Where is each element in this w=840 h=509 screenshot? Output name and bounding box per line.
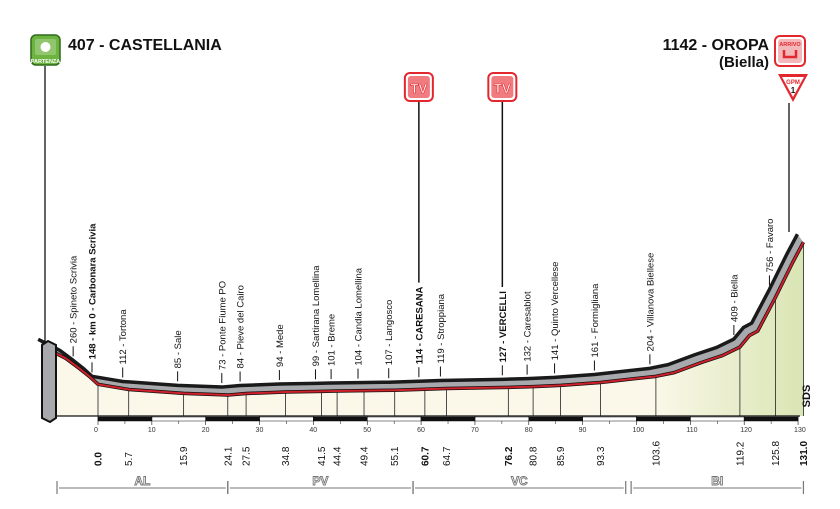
km-value-label: 64.7 xyxy=(442,446,453,466)
start-wall xyxy=(41,339,57,424)
x-tick-label: 130 xyxy=(794,427,806,434)
place-label: 99 - Sartirana Lomellina xyxy=(311,265,322,367)
km-value-label: 93.3 xyxy=(596,446,607,466)
finish-title: 1142 - OROPA xyxy=(663,37,770,54)
sds-logo: SDS xyxy=(801,385,813,408)
gpm-badge: GPM 1 xyxy=(778,74,808,102)
region-label: BI xyxy=(711,474,723,488)
place-label: 85 - Sale xyxy=(173,330,184,368)
km-scale-segment xyxy=(259,416,314,422)
km-scale-segment xyxy=(743,416,799,422)
profile-area-fill xyxy=(44,242,804,416)
x-tick-label: 90 xyxy=(579,427,587,434)
region-label: AL xyxy=(134,474,150,488)
km-value-label: 44.4 xyxy=(333,446,344,466)
gpm-label: GPM xyxy=(786,80,800,86)
km-value-label: 27.5 xyxy=(242,446,253,466)
cyclist-icon xyxy=(40,42,51,52)
place-label: 84 - Pieve del Cairo xyxy=(236,285,247,368)
km-value-label: 125.8 xyxy=(771,441,782,466)
place-label: 119 - Stroppiana xyxy=(436,293,447,363)
tv-icon-inner xyxy=(491,76,514,98)
km-scale-segment xyxy=(313,416,368,422)
km-scale-segment xyxy=(367,416,422,422)
region-label: PV xyxy=(312,474,328,488)
place-label: 127 - VERCELLI xyxy=(498,291,509,362)
finish-arch-icon xyxy=(782,50,798,59)
km-value-label: 76.2 xyxy=(504,446,515,466)
km-scale-segment xyxy=(97,416,153,422)
km-scale-segment xyxy=(636,416,691,422)
x-tick-label: 40 xyxy=(309,427,317,434)
profile-top-line xyxy=(37,233,799,389)
x-tick-label: 30 xyxy=(256,427,264,434)
finish-subtitle: (Biella) xyxy=(719,54,769,71)
tv-label: TV xyxy=(411,81,428,96)
km-scale-segment xyxy=(420,416,476,422)
x-tick-label: 10 xyxy=(148,427,156,434)
x-tick-label: 120 xyxy=(740,427,752,434)
x-tick-label: 80 xyxy=(525,427,533,434)
place-label: 756 - Favaro xyxy=(765,219,776,273)
place-label: 114 - CARESANA xyxy=(414,286,425,364)
place-label: 94 - Mede xyxy=(275,324,286,367)
km-scale-segment xyxy=(582,416,637,422)
finish-badge-label: ARRIVO xyxy=(779,42,801,48)
place-label: 161 - Formigliana xyxy=(590,283,601,358)
region-label: VC xyxy=(511,474,528,488)
km-value-label: 103.6 xyxy=(651,441,662,466)
tv-label: TV xyxy=(494,81,511,96)
x-tick-label: 110 xyxy=(686,427,697,434)
start-badge-label: PARTENZA xyxy=(31,59,61,65)
x-tick-label: 0 xyxy=(94,427,98,434)
tv-icon-inner xyxy=(407,76,430,98)
start-title: 407 - CASTELLANIA xyxy=(68,37,222,54)
start-badge: PARTENZA xyxy=(30,34,61,66)
km-value-label: 131.0 xyxy=(799,441,810,466)
finish-badge: ARRIVO xyxy=(774,35,806,67)
km-value-label: 60.7 xyxy=(420,446,431,466)
x-tick-label: 100 xyxy=(633,427,645,434)
place-label: 132 - Caresablot xyxy=(523,291,534,362)
km-scale-segment xyxy=(528,416,583,422)
place-label: 260 - Spineto Scrivia xyxy=(69,255,80,343)
place-label: 141 - Quinto Vercellese xyxy=(550,262,561,361)
km-value-label: 15.9 xyxy=(179,446,190,466)
km-value-label: 24.1 xyxy=(223,446,234,466)
km-scale-segment xyxy=(474,416,530,422)
km-value-label: 34.8 xyxy=(281,446,292,466)
place-label: 101 - Breme xyxy=(327,314,338,366)
km-value-label: 5.7 xyxy=(124,452,135,466)
km-value-label: 80.8 xyxy=(529,446,540,466)
x-tick-label: 60 xyxy=(417,427,425,434)
km-scale-segment xyxy=(690,416,745,422)
km-value-label: 55.1 xyxy=(390,446,401,466)
km-scale-segment xyxy=(205,416,260,422)
x-tick-label: 50 xyxy=(363,427,371,434)
gpm-category: 1 xyxy=(791,86,796,95)
place-label: 73 - Ponte Fiume PO xyxy=(217,281,228,370)
km-scale-segment xyxy=(151,416,206,422)
km-value-label: 119.2 xyxy=(735,441,746,466)
km-value-label: 41.5 xyxy=(317,446,328,466)
place-label: 409 - Biella xyxy=(729,274,740,322)
km-value-label: 49.4 xyxy=(360,446,371,466)
x-tick-label: 20 xyxy=(202,427,210,434)
x-tick-label: 70 xyxy=(471,427,479,434)
place-label: 104 - Candia Lomellina xyxy=(354,267,365,365)
place-label: 107 - Langosco xyxy=(384,300,395,366)
profile-front-line xyxy=(43,241,805,397)
place-label: 112 - Tortona xyxy=(118,309,129,365)
place-label: 204 - Villanova Biellese xyxy=(645,253,656,352)
km-value-label: 85.9 xyxy=(556,446,567,466)
place-label: 148 - km 0 - Carbonara Scrivia xyxy=(88,223,99,359)
km-value-label: 0.0 xyxy=(94,452,105,466)
